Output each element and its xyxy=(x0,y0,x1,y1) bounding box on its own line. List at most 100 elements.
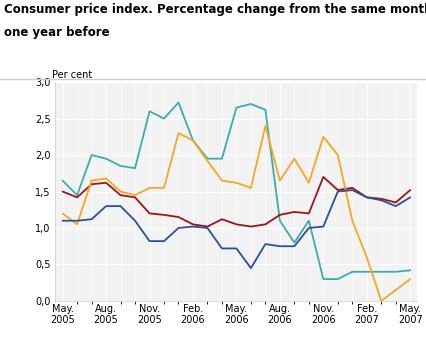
CPI xyxy=(89,153,94,157)
CPI-ATE xyxy=(219,246,225,250)
CPI-ATE xyxy=(263,242,268,246)
Line: CPI-AE: CPI-AE xyxy=(63,177,410,226)
CPI xyxy=(335,277,340,281)
CPI-AT xyxy=(60,211,65,215)
CPI-ATE xyxy=(277,244,282,248)
CPI xyxy=(205,157,210,161)
CPI-AE xyxy=(75,195,80,199)
Line: CPI: CPI xyxy=(63,103,410,279)
CPI-ATE xyxy=(379,198,384,202)
CPI-AE xyxy=(205,224,210,228)
CPI xyxy=(75,193,80,197)
CPI xyxy=(234,106,239,110)
CPI-ATE xyxy=(104,204,109,208)
CPI xyxy=(219,157,225,161)
CPI-AE xyxy=(190,222,196,226)
CPI xyxy=(118,164,123,168)
CPI-ATE xyxy=(132,219,138,223)
CPI xyxy=(393,270,398,274)
CPI-ATE xyxy=(75,219,80,223)
CPI-ATE xyxy=(248,266,253,270)
CPI-ATE xyxy=(364,195,369,199)
CPI xyxy=(292,240,297,245)
CPI xyxy=(132,166,138,170)
CPI xyxy=(364,270,369,274)
CPI-AT xyxy=(176,131,181,135)
Line: CPI-ATE: CPI-ATE xyxy=(63,190,410,268)
CPI xyxy=(306,219,311,223)
CPI-ATE xyxy=(161,239,167,243)
CPI-AT xyxy=(277,179,282,183)
CPI-AT xyxy=(89,179,94,183)
CPI-AT xyxy=(132,193,138,197)
CPI-AT xyxy=(118,189,123,194)
CPI-AE xyxy=(408,188,413,192)
CPI-ATE xyxy=(335,189,340,194)
CPI xyxy=(350,270,355,274)
CPI-ATE xyxy=(350,188,355,192)
CPI-AT xyxy=(393,288,398,292)
CPI-AT xyxy=(205,159,210,163)
CPI-AE xyxy=(161,213,167,217)
CPI-AE xyxy=(263,222,268,226)
Line: CPI-AT: CPI-AT xyxy=(63,126,410,301)
CPI-AE xyxy=(364,195,369,199)
CPI xyxy=(147,109,152,113)
CPI-AT xyxy=(248,186,253,190)
CPI-AT xyxy=(190,139,196,143)
CPI-ATE xyxy=(234,246,239,250)
CPI-AE xyxy=(104,181,109,185)
CPI-AE xyxy=(350,186,355,190)
CPI-AT xyxy=(408,277,413,281)
CPI-AT xyxy=(364,255,369,259)
CPI-ATE xyxy=(393,204,398,208)
CPI-AE xyxy=(393,200,398,205)
CPI-AT xyxy=(75,222,80,226)
CPI-ATE xyxy=(118,204,123,208)
CPI-AE xyxy=(277,213,282,217)
CPI xyxy=(60,179,65,183)
CPI-AE xyxy=(306,211,311,215)
CPI-AT xyxy=(147,186,152,190)
CPI-ATE xyxy=(292,244,297,248)
Text: Consumer price index. Percentage change from the same month: Consumer price index. Percentage change … xyxy=(4,3,426,16)
CPI xyxy=(277,219,282,223)
CPI-ATE xyxy=(408,195,413,199)
CPI-AT xyxy=(234,181,239,185)
CPI xyxy=(248,102,253,106)
CPI xyxy=(190,139,196,143)
Text: one year before: one year before xyxy=(4,26,110,39)
CPI-ATE xyxy=(60,219,65,223)
Text: Per cent: Per cent xyxy=(52,70,92,80)
CPI-AT xyxy=(161,186,167,190)
CPI-AE xyxy=(248,224,253,228)
CPI-AE xyxy=(379,197,384,201)
CPI-AE xyxy=(335,188,340,192)
CPI-ATE xyxy=(321,224,326,228)
CPI-AT xyxy=(292,157,297,161)
CPI-AE xyxy=(147,211,152,215)
CPI-AE xyxy=(292,210,297,214)
CPI-AT xyxy=(379,299,384,303)
CPI-AE xyxy=(60,189,65,194)
CPI-AT xyxy=(219,179,225,183)
CPI-ATE xyxy=(176,226,181,230)
CPI xyxy=(161,117,167,121)
CPI-ATE xyxy=(306,226,311,230)
CPI-AT xyxy=(306,181,311,185)
CPI xyxy=(408,268,413,272)
CPI-AT xyxy=(104,176,109,181)
CPI xyxy=(263,108,268,112)
CPI-AE xyxy=(118,193,123,197)
CPI xyxy=(176,101,181,105)
CPI-AE xyxy=(219,217,225,221)
CPI-AE xyxy=(89,182,94,186)
CPI-ATE xyxy=(190,224,196,228)
CPI-AT xyxy=(335,153,340,157)
CPI xyxy=(104,157,109,161)
CPI-AE xyxy=(234,222,239,226)
CPI-AT xyxy=(321,135,326,139)
CPI-AT xyxy=(263,124,268,128)
CPI xyxy=(379,270,384,274)
CPI-ATE xyxy=(89,217,94,221)
